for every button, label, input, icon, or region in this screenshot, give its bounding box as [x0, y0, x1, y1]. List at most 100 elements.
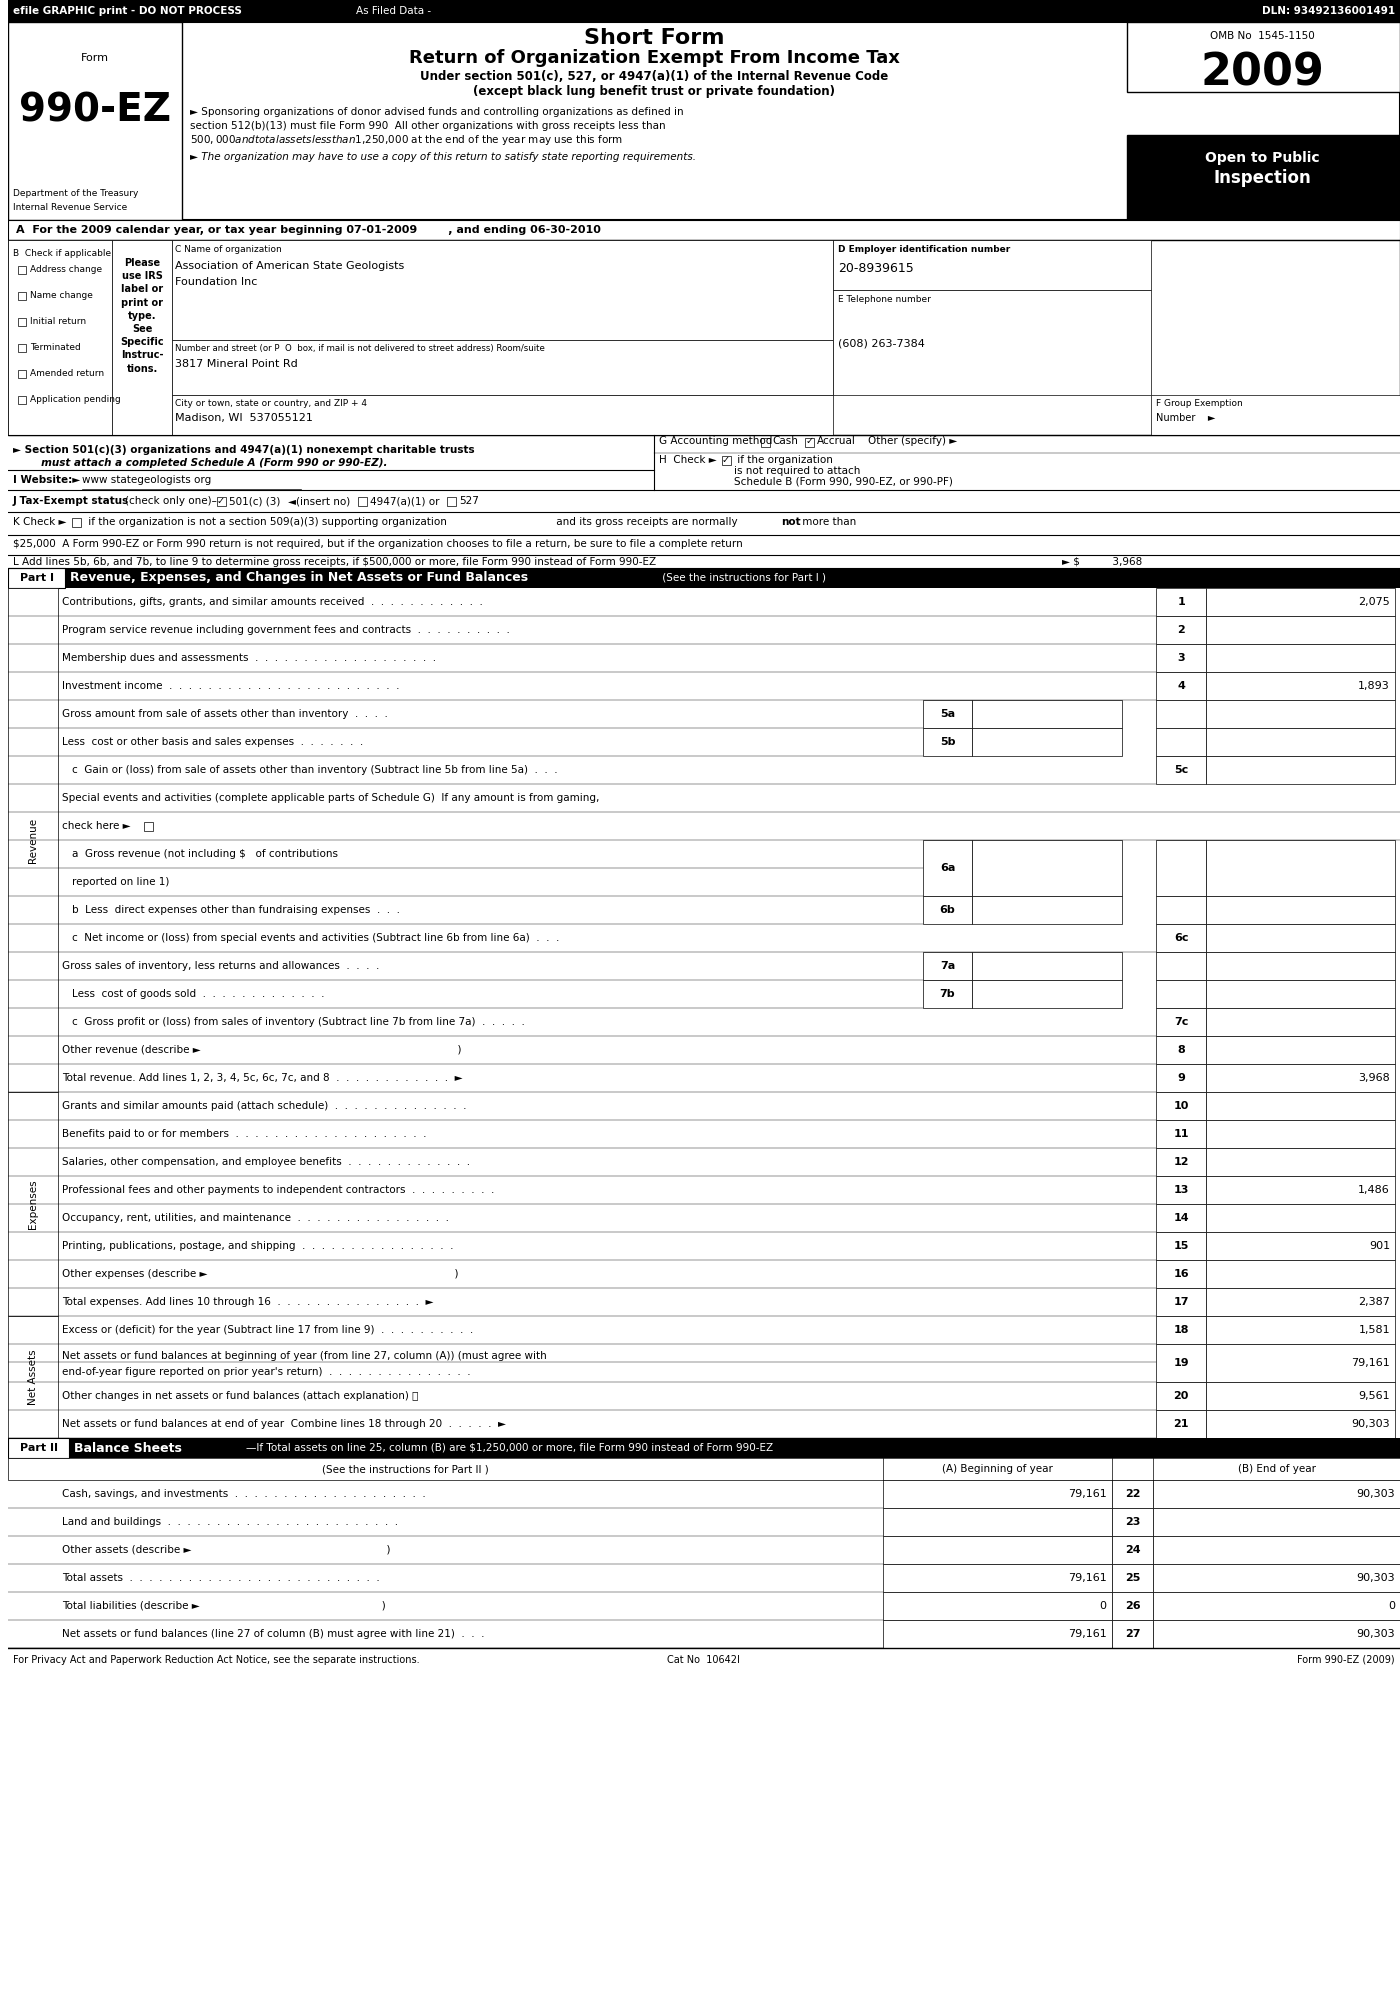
Bar: [923, 840, 973, 896]
Text: 8: 8: [1177, 1045, 1186, 1055]
Text: 7a: 7a: [939, 962, 955, 972]
Bar: [1205, 1205, 1394, 1233]
Text: Inspection: Inspection: [1214, 170, 1312, 188]
Text: 90,303: 90,303: [1357, 1488, 1394, 1498]
Text: ► The organization may have to use a copy of this return to satisfy state report: ► The organization may have to use a cop…: [190, 152, 696, 162]
Bar: [8, 0, 1400, 22]
Text: 26: 26: [1124, 1602, 1141, 1612]
Text: its gross receipts are normally: its gross receipts are normally: [575, 517, 738, 527]
Text: 6c: 6c: [1175, 934, 1189, 944]
Bar: [358, 497, 367, 507]
Bar: [18, 265, 25, 273]
Text: (A) Beginning of year: (A) Beginning of year: [942, 1464, 1053, 1474]
Bar: [217, 497, 225, 507]
Bar: [1156, 1410, 1205, 1438]
Bar: [1156, 924, 1205, 952]
Text: 5a: 5a: [939, 708, 955, 718]
Text: Application pending: Application pending: [29, 395, 120, 405]
Text: 501(c) (3): 501(c) (3): [228, 497, 280, 507]
Bar: [8, 1438, 70, 1458]
Text: 0: 0: [1387, 1602, 1394, 1612]
Bar: [8, 22, 1400, 219]
Text: Cash, savings, and investments  .  .  .  .  .  .  .  .  .  .  .  .  .  .  .  .  : Cash, savings, and investments . . . . .…: [63, 1488, 426, 1498]
Text: (608) 263-7384: (608) 263-7384: [839, 337, 925, 347]
Text: more than: more than: [799, 517, 857, 527]
Text: Address change: Address change: [29, 265, 102, 275]
Text: 90,303: 90,303: [1351, 1418, 1390, 1428]
Text: Number    ►: Number ►: [1156, 413, 1215, 423]
Text: Less  cost or other basis and sales expenses  .  .  .  .  .  .  .: Less cost or other basis and sales expen…: [63, 736, 364, 746]
Bar: [172, 239, 833, 339]
Text: 20-8939615: 20-8939615: [839, 261, 914, 275]
Text: 7c: 7c: [1175, 1017, 1189, 1027]
Bar: [1156, 1063, 1205, 1091]
Text: (B) End of year: (B) End of year: [1238, 1464, 1316, 1474]
Text: Net Assets: Net Assets: [28, 1349, 38, 1404]
Text: end-of-year figure reported on prior year's return)  .  .  .  .  .  .  .  .  .  : end-of-year figure reported on prior yea…: [63, 1367, 472, 1377]
Text: Part II: Part II: [20, 1442, 57, 1452]
Bar: [1156, 1289, 1205, 1317]
Text: 7b: 7b: [939, 990, 955, 999]
Bar: [923, 728, 973, 756]
Text: 21: 21: [1173, 1418, 1189, 1428]
Bar: [1154, 1536, 1400, 1564]
Bar: [1154, 1480, 1400, 1508]
Bar: [923, 952, 973, 980]
Bar: [8, 219, 1400, 239]
Text: Madison, WI  537055121: Madison, WI 537055121: [175, 413, 312, 423]
Bar: [8, 239, 112, 435]
Text: (check only one)–: (check only one)–: [125, 497, 217, 507]
Text: efile GRAPHIC print - DO NOT PROCESS: efile GRAPHIC print - DO NOT PROCESS: [13, 6, 242, 16]
Text: if the organization: if the organization: [734, 455, 833, 465]
Bar: [1205, 1147, 1394, 1175]
Text: 2: 2: [1177, 624, 1186, 634]
Text: Terminated: Terminated: [29, 343, 80, 353]
Text: Investment income  .  .  .  .  .  .  .  .  .  .  .  .  .  .  .  .  .  .  .  .  .: Investment income . . . . . . . . . . . …: [63, 680, 400, 690]
Text: Other expenses (describe ►                                                      : Other expenses (describe ►: [63, 1269, 459, 1279]
Text: Cash: Cash: [773, 437, 798, 447]
Text: ✓: ✓: [722, 455, 729, 465]
Bar: [760, 439, 770, 447]
Bar: [1156, 1175, 1205, 1205]
Text: ◄(insert no): ◄(insert no): [288, 497, 350, 507]
Text: Under section 501(c), 527, or 4947(a)(1) of the Internal Revenue Code: Under section 501(c), 527, or 4947(a)(1)…: [420, 70, 889, 84]
Text: Salaries, other compensation, and employee benefits  .  .  .  .  .  .  .  .  .  : Salaries, other compensation, and employ…: [63, 1157, 470, 1167]
Bar: [1156, 1147, 1205, 1175]
Text: City or town, state or country, and ZIP + 4: City or town, state or country, and ZIP …: [175, 399, 367, 409]
Text: ► Sponsoring organizations of donor advised funds and controlling organizations : ► Sponsoring organizations of donor advi…: [190, 108, 683, 118]
Text: 3817 Mineral Point Rd: 3817 Mineral Point Rd: [175, 359, 298, 369]
Bar: [1154, 1508, 1400, 1536]
Text: L Add lines 5b, 6b, and 7b, to line 9 to determine gross receipts, if $500,000 o: L Add lines 5b, 6b, and 7b, to line 9 to…: [13, 557, 655, 567]
Bar: [1205, 1175, 1394, 1205]
Text: Short Form: Short Form: [584, 28, 724, 48]
Text: Accrual: Accrual: [818, 437, 857, 447]
Text: Schedule B (Form 990, 990-EZ, or 990-PF): Schedule B (Form 990, 990-EZ, or 990-PF): [734, 477, 952, 487]
Text: J Tax-Exempt status: J Tax-Exempt status: [13, 497, 129, 507]
Text: Gross sales of inventory, less returns and allowances  .  .  .  .: Gross sales of inventory, less returns a…: [63, 962, 379, 972]
Bar: [1154, 1620, 1400, 1648]
Bar: [1127, 136, 1400, 219]
Text: 4947(a)(1) or: 4947(a)(1) or: [370, 497, 440, 507]
Bar: [8, 239, 1400, 435]
Bar: [973, 840, 1121, 896]
Text: ► Section 501(c)(3) organizations and 4947(a)(1) nonexempt charitable trusts: ► Section 501(c)(3) organizations and 49…: [13, 445, 475, 455]
Text: 13: 13: [1173, 1185, 1189, 1195]
Bar: [18, 343, 25, 351]
Text: Less  cost of goods sold  .  .  .  .  .  .  .  .  .  .  .  .  .: Less cost of goods sold . . . . . . . . …: [73, 990, 325, 999]
Text: Benefits paid to or for members  .  .  .  .  .  .  .  .  .  .  .  .  .  .  .  . : Benefits paid to or for members . . . . …: [63, 1129, 427, 1139]
Text: 2009: 2009: [1201, 52, 1324, 94]
Text: Net assets or fund balances (line 27 of column (B) must agree with line 21)  .  : Net assets or fund balances (line 27 of …: [63, 1630, 484, 1640]
Text: 0: 0: [1099, 1602, 1106, 1612]
Bar: [1156, 1091, 1205, 1119]
Text: F Group Exemption: F Group Exemption: [1156, 399, 1243, 409]
Bar: [1112, 1592, 1154, 1620]
Bar: [1156, 1233, 1205, 1261]
Text: section 512(b)(13) must file Form 990  All other organizations with gross receip: section 512(b)(13) must file Form 990 Al…: [190, 122, 665, 132]
Bar: [448, 497, 456, 507]
Text: (See the instructions for Part I ): (See the instructions for Part I ): [659, 573, 826, 583]
Text: Name change: Name change: [29, 291, 92, 301]
Bar: [18, 317, 25, 325]
Text: $500,000 and total assets less than $1,250,000 at the end of the year may use th: $500,000 and total assets less than $1,2…: [190, 134, 623, 148]
Text: (except black lung benefit trust or private foundation): (except black lung benefit trust or priv…: [473, 86, 836, 98]
Text: K Check ►: K Check ►: [13, 517, 66, 527]
